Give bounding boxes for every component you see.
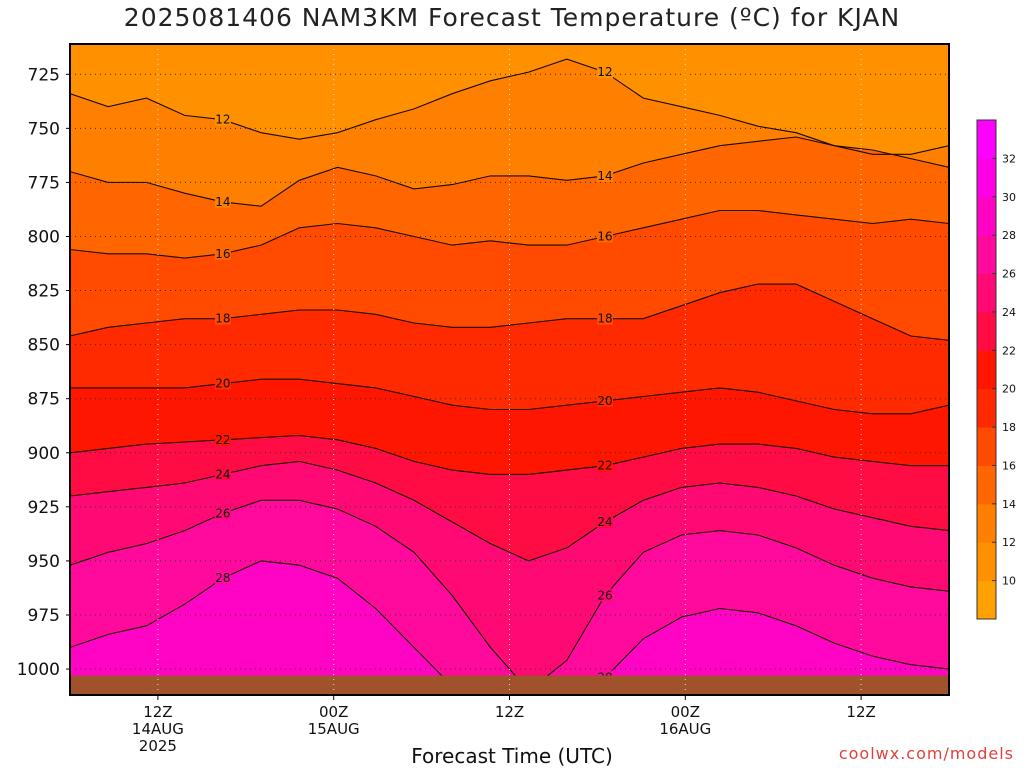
contour-14-label: 14: [215, 195, 230, 209]
colorbar-label-28: 28: [1002, 229, 1016, 242]
y-tick-label-725: 725: [28, 65, 60, 85]
colorbar-frame: [976, 119, 997, 620]
contour-label-bg: [597, 168, 614, 182]
ground-strip: [70, 675, 949, 695]
x-axis-label: Forecast Time (UTC): [411, 744, 613, 768]
y-tick-label-825: 825: [28, 282, 60, 302]
colorbar-label-22: 22: [1002, 344, 1016, 357]
contour-label-bg: [214, 311, 231, 325]
contour-label-bg: [597, 393, 614, 407]
contour-label-bg: [214, 467, 231, 481]
colorbar-swatch: [977, 465, 996, 505]
contour-label-bg: [597, 311, 614, 325]
contour-26-label: 26: [597, 589, 612, 603]
colorbar-label-12: 12: [1002, 536, 1016, 549]
contour-label-bg: [597, 588, 614, 602]
x-tick-label: 00Z: [319, 703, 348, 721]
contour-22-label: 22: [215, 433, 230, 447]
contour-label-bg: [214, 246, 231, 260]
colorbar-swatch: [977, 235, 996, 275]
source-credit[interactable]: coolwx.com/models: [838, 744, 1014, 763]
colorbar-swatch: [977, 427, 996, 466]
x-tick-label: 00Z: [671, 703, 700, 721]
colorbar-swatch: [977, 158, 996, 198]
colorbar-label-30: 30: [1002, 191, 1016, 204]
colorbar-label-18: 18: [1002, 421, 1016, 434]
x-tick-label: 12Z: [495, 703, 524, 721]
contour-28-label: 28: [215, 571, 230, 585]
colorbar-label-32: 32: [1002, 152, 1016, 165]
contour-14-label: 14: [597, 169, 612, 183]
contour-label-bg: [214, 376, 231, 390]
contour-label-bg: [214, 112, 231, 126]
colorbar-swatch: [977, 388, 996, 428]
y-tick-label-1000: 1000: [17, 660, 60, 680]
colorbar-swatch: [977, 350, 996, 390]
colorbar-swatch: [977, 580, 996, 620]
contour-18-label: 18: [215, 312, 230, 326]
x-tick-label: 16AUG: [659, 720, 711, 738]
contour-24-label: 24: [215, 467, 230, 481]
colorbar-swatch: [977, 196, 996, 236]
contour-12-label: 12: [597, 65, 612, 79]
chart-title: 2025081406 NAM3KM Forecast Temperature (…: [123, 3, 901, 32]
x-tick-label: 12Z: [846, 703, 875, 721]
y-tick-label-800: 800: [28, 227, 60, 247]
y-tick-label-775: 775: [28, 173, 60, 193]
colorbar-label-14: 14: [1002, 498, 1016, 511]
x-tick-label: 12Z: [143, 703, 172, 721]
y-tick-label-900: 900: [28, 444, 60, 464]
x-tick-label: 15AUG: [308, 720, 360, 738]
contour-22-label: 22: [597, 459, 612, 473]
contour-label-bg: [214, 432, 231, 446]
contour-label-bg: [597, 458, 614, 472]
contour-label-bg: [214, 506, 231, 520]
contour-20-label: 20: [597, 394, 612, 408]
contour-24-label: 24: [597, 515, 612, 529]
contour-label-bg: [214, 571, 231, 585]
contour-16-label: 16: [215, 247, 230, 261]
y-tick-label-850: 850: [28, 336, 60, 356]
y-tick-label-875: 875: [28, 390, 60, 410]
contour-18-label: 18: [597, 312, 612, 326]
contour-12-label: 12: [215, 113, 230, 127]
colorbar-swatch: [977, 273, 996, 313]
colorbar-label-16: 16: [1002, 459, 1016, 472]
x-tick-label: 14AUG: [132, 720, 184, 738]
colorbar-label-24: 24: [1002, 306, 1016, 319]
contour-20-label: 20: [215, 377, 230, 391]
contour-label-bg: [214, 194, 231, 208]
contour-26-label: 26: [215, 506, 230, 520]
colorbar-swatch: [977, 120, 996, 159]
y-tick-label-925: 925: [28, 498, 60, 518]
contour-label-bg: [597, 65, 614, 79]
contour-label-bg: [597, 514, 614, 528]
colorbar-label-20: 20: [1002, 383, 1016, 396]
colorbar-swatch: [977, 503, 996, 543]
x-tick-label: 2025: [139, 737, 177, 755]
band-28: [70, 560, 949, 695]
colorbar-swatch: [977, 311, 996, 351]
y-tick-label-975: 975: [28, 606, 60, 626]
colorbar-swatch: [977, 542, 996, 582]
colorbar-label-10: 10: [1002, 575, 1016, 588]
y-tick-label-750: 750: [28, 119, 60, 139]
colorbar-label-26: 26: [1002, 268, 1016, 281]
y-tick-label-950: 950: [28, 552, 60, 572]
